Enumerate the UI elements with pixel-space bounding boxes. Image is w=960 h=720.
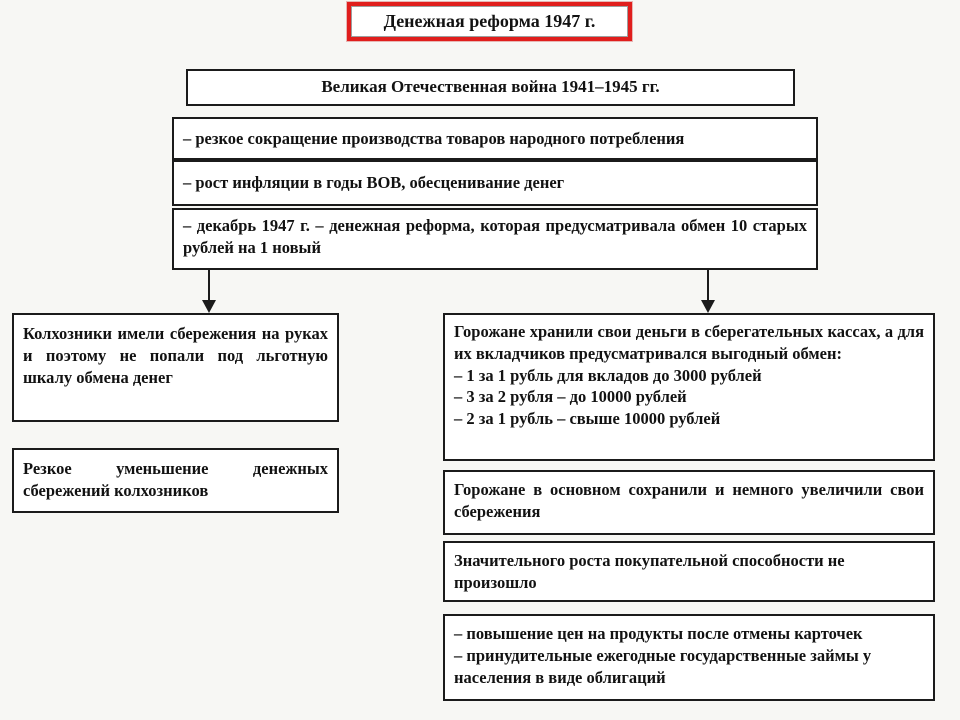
peasants-result-text: Резкое уменьшение денежных сбережений ко… xyxy=(23,459,328,500)
war-box: Великая Отечественная война 1941–1945 гг… xyxy=(186,69,795,106)
purchasing-power-text: Значительного роста покупательной способ… xyxy=(454,551,845,592)
townspeople-box: Горожане хранили свои деньги в сберегате… xyxy=(443,313,935,461)
peasants-text: Колхозники имели сбережения на руках и п… xyxy=(23,324,328,387)
peasants-result-box: Резкое уменьшение денежных сбережений ко… xyxy=(12,448,339,513)
exchange-rate-line: – 1 за 1 рубль для вкладов до 3000 рубле… xyxy=(454,365,762,385)
cause-text: – декабрь 1947 г. – денежная реформа, ко… xyxy=(183,216,807,257)
cause-box-reform-december-1947: – декабрь 1947 г. – денежная реформа, ко… xyxy=(172,208,818,270)
purchasing-power-box: Значительного роста покупательной способ… xyxy=(443,541,935,602)
consequences-box: – повышение цен на продукты после отмены… xyxy=(443,614,935,701)
savings-box: Горожане в основном сохранили и немного … xyxy=(443,470,935,535)
diagram-title: Денежная реформа 1947 г. xyxy=(383,11,596,31)
cause-text: – резкое сокращение производства товаров… xyxy=(183,128,685,148)
down-arrow-left-line xyxy=(208,270,210,302)
cause-text: – рост инфляции в годы ВОВ, обесценивани… xyxy=(183,173,565,193)
cause-box-production-decline: – резкое сокращение производства товаров… xyxy=(172,117,818,160)
townspeople-intro: Горожане хранили свои деньги в сберегате… xyxy=(454,322,924,363)
consequence-line: – принудительные ежегодные государственн… xyxy=(454,645,872,687)
peasants-box: Колхозники имели сбережения на руках и п… xyxy=(12,313,339,422)
exchange-rate-line: – 3 за 2 рубля – до 10000 рублей xyxy=(454,387,687,407)
cause-box-inflation: – рост инфляции в годы ВОВ, обесценивани… xyxy=(172,160,818,206)
exchange-rate-line: – 2 за 1 рубль – свыше 10000 рублей xyxy=(454,409,721,429)
down-arrow-left-head xyxy=(202,300,216,313)
savings-text: Горожане в основном сохранили и немного … xyxy=(454,480,924,521)
consequence-line: – повышение цен на продукты после отмены… xyxy=(454,624,863,643)
war-box-label: Великая Отечественная война 1941–1945 гг… xyxy=(321,77,660,97)
diagram-title-box: Денежная реформа 1947 г. xyxy=(347,2,632,41)
down-arrow-right-line xyxy=(707,270,709,302)
down-arrow-right-head xyxy=(701,300,715,313)
